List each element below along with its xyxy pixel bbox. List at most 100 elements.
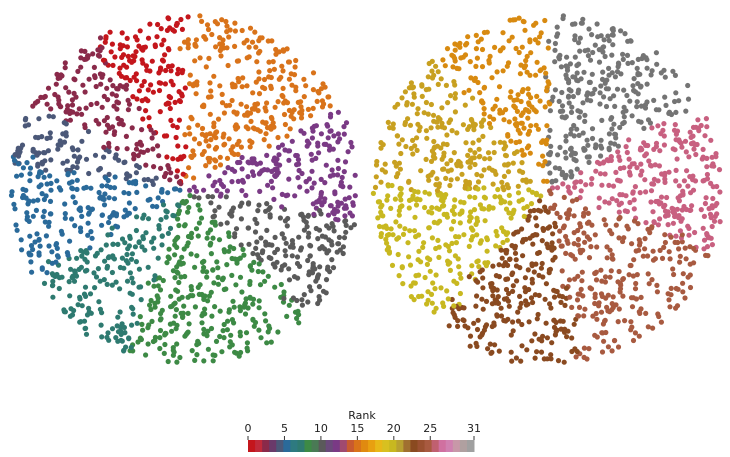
particle <box>583 206 588 211</box>
particle <box>27 234 32 239</box>
particle <box>238 275 243 280</box>
particle <box>172 275 177 280</box>
particle <box>99 334 104 339</box>
particle <box>141 45 146 50</box>
particle <box>158 328 163 333</box>
particle <box>536 208 541 213</box>
particle <box>552 295 557 300</box>
particle <box>239 145 244 150</box>
particle <box>704 156 709 161</box>
particle <box>396 252 401 257</box>
particle <box>315 301 320 306</box>
particle <box>577 292 582 297</box>
particle <box>46 224 51 229</box>
particle <box>72 154 77 159</box>
particle <box>704 124 709 129</box>
particle <box>67 279 72 284</box>
particle <box>48 106 53 111</box>
particle <box>428 269 433 274</box>
particle <box>171 302 176 307</box>
particle <box>434 176 439 181</box>
particle <box>482 106 487 111</box>
particle <box>175 143 180 148</box>
particle <box>131 312 136 317</box>
particle <box>196 285 201 290</box>
particle <box>660 256 665 261</box>
particle <box>590 126 595 131</box>
particle <box>229 273 234 278</box>
particle <box>545 335 550 340</box>
particle <box>134 142 139 147</box>
particle <box>88 186 93 191</box>
particle <box>158 81 163 86</box>
particle <box>507 38 512 43</box>
particle <box>83 294 88 299</box>
particle <box>197 292 202 297</box>
particle <box>661 245 666 250</box>
particle <box>238 330 243 335</box>
particle <box>564 76 569 81</box>
particle <box>594 244 599 249</box>
particle <box>35 198 40 203</box>
particle <box>282 112 287 117</box>
particle <box>567 295 572 300</box>
particle <box>424 87 429 92</box>
particle <box>569 153 574 158</box>
particle <box>244 104 249 109</box>
particle <box>124 83 129 88</box>
particle <box>559 90 564 95</box>
particle <box>648 199 653 204</box>
particle <box>527 37 532 42</box>
particle <box>611 294 616 299</box>
particle <box>294 298 299 303</box>
particle <box>243 311 248 316</box>
particle <box>182 334 187 339</box>
particle <box>430 280 435 285</box>
particle <box>578 109 583 114</box>
particle <box>263 131 268 136</box>
particle <box>227 103 232 108</box>
particle <box>458 291 463 296</box>
particle <box>538 193 543 198</box>
particle <box>311 201 316 206</box>
particle <box>706 234 711 239</box>
particle <box>225 319 230 324</box>
particle <box>461 122 466 127</box>
particle <box>510 211 515 216</box>
particle <box>499 306 504 311</box>
particle <box>239 289 244 294</box>
particle <box>431 139 436 144</box>
particle <box>589 182 594 187</box>
particle <box>545 226 550 231</box>
particle <box>208 131 213 136</box>
particle <box>154 34 159 39</box>
particle <box>499 180 504 185</box>
particle <box>396 142 401 147</box>
particle <box>311 87 316 92</box>
particle <box>558 318 563 323</box>
particle <box>336 110 341 115</box>
particle <box>146 281 151 286</box>
particle <box>522 214 527 219</box>
particle <box>292 274 297 279</box>
particle <box>449 226 454 231</box>
particle <box>150 135 155 140</box>
particle <box>258 282 263 287</box>
particle <box>604 104 609 109</box>
particle <box>160 234 165 239</box>
particle <box>373 185 378 190</box>
particle <box>469 118 474 123</box>
particle <box>137 88 142 93</box>
particle <box>129 345 134 350</box>
particle <box>534 232 539 237</box>
particle <box>25 217 30 222</box>
particle <box>219 182 224 187</box>
particle <box>63 216 68 221</box>
particle <box>659 320 664 325</box>
particle <box>340 175 345 180</box>
particle <box>275 135 280 140</box>
particle <box>492 194 497 199</box>
particle <box>63 130 68 135</box>
particle <box>46 86 51 91</box>
particle <box>109 254 114 259</box>
